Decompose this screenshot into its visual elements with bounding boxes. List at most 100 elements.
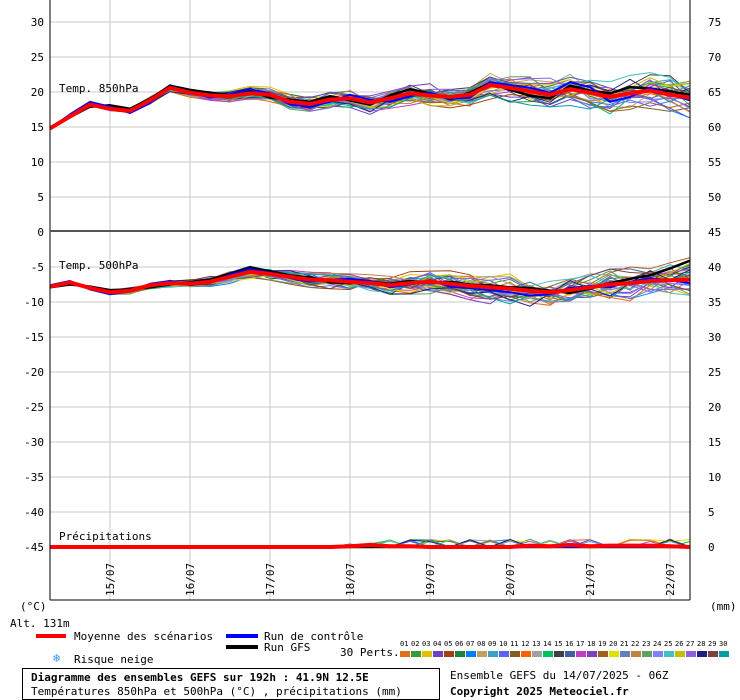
right-tick-label: 30 [708,331,721,344]
left-tick-label: -15 [24,331,44,344]
chart-grid [50,0,690,600]
left-tick-label: 0 [37,226,44,239]
pert-number: 26 [675,640,684,648]
right-axis-unit: (mm) [710,600,737,613]
legend-mean-label: Moyenne des scénarios [74,630,214,643]
legend-perts-label: 30 Perts. [340,646,400,659]
right-tick-label: 5 [708,506,715,519]
pert-swatch [543,651,553,657]
pert-swatch [675,651,685,657]
right-tick-label: 50 [708,191,721,204]
pert-number: 02 [411,640,420,648]
left-tick-label: 10 [31,156,44,169]
snowflake-icon: ❄ [53,651,61,665]
pert-swatch [609,651,619,657]
date-label: 15/07 [104,563,117,596]
pert-number: 06 [455,640,464,648]
left-tick-label: -30 [24,436,44,449]
pert-number: 01 [400,640,409,648]
main-series-lines [48,81,691,549]
pert-swatch [565,651,575,657]
pert-number: 05 [444,640,453,648]
left-axis-ticks: 30 25 20 15 10 5 0 -5 -10 -15 -20 -25 -30 -35 -40 -45 [24,16,44,554]
pert-number: 18 [587,640,596,648]
pert-swatch [455,651,465,657]
chart-title: Diagramme des ensembles GEFS sur 192h : … [31,671,369,684]
right-tick-label: 40 [708,261,721,274]
pert-swatch [411,651,421,657]
copyright: Copyright 2025 Meteociel.fr [450,685,629,698]
date-label: 20/07 [504,563,517,596]
pert-number: 07 [466,640,475,648]
date-label: 19/07 [424,563,437,596]
pert-number: 14 [543,640,552,648]
pert-number: 12 [521,640,530,648]
legend-snow-label: Risque neige [74,653,154,666]
perturbation-legend: 01 02 03 04 05 06 07 08 09 10 11 12 13 14 15 16 17 18 19 20… [400,640,730,660]
legend-control-label: Run de contrôle [264,630,364,643]
left-tick-label: -25 [24,401,44,414]
pert-number: 17 [576,640,585,648]
legend-gfs-swatch [226,645,258,649]
right-tick-label: 25 [708,366,721,379]
pert-swatch [466,651,476,657]
pert-swatch [521,651,531,657]
right-tick-label: 35 [708,296,721,309]
legend-control-swatch [226,634,258,638]
pert-swatch [664,651,674,657]
pert-swatch [477,651,487,657]
right-tick-label: 70 [708,51,721,64]
left-tick-label: -45 [24,541,44,554]
pert-number: 22 [631,640,640,648]
pert-number: 03 [422,640,431,648]
date-label: 21/07 [584,563,597,596]
pert-number: 13 [532,640,541,648]
left-tick-label: -40 [24,506,44,519]
pert-swatch [532,651,542,657]
pert-number: 28 [697,640,706,648]
pert-swatch [620,651,630,657]
right-tick-label: 20 [708,401,721,414]
pert-swatch [488,651,498,657]
legend-mean-swatch [36,634,66,638]
pert-number: 23 [642,640,651,648]
left-tick-label: 15 [31,121,44,134]
left-tick-label: -20 [24,366,44,379]
pert-number: 15 [554,640,563,648]
right-tick-label: 65 [708,86,721,99]
left-tick-label: 5 [37,191,44,204]
pert-swatch [653,651,663,657]
pert-swatch [631,651,641,657]
right-tick-label: 55 [708,156,721,169]
pert-number: 21 [620,640,629,648]
pert-swatch [587,651,597,657]
run-info: Ensemble GEFS du 14/07/2025 - 06Z [450,669,669,682]
pert-number: 24 [653,640,662,648]
mean-line [49,269,691,295]
pert-number: 30 [719,640,728,648]
right-tick-label: 75 [708,16,721,29]
date-label: 17/07 [264,563,277,596]
right-tick-label: 60 [708,121,721,134]
legend-gfs-label: Run GFS [264,641,311,654]
altitude-label: Alt. 131m [10,617,70,630]
date-label: 16/07 [184,563,197,596]
panel-label-500: Temp. 500hPa [59,259,138,272]
left-tick-label: -10 [24,296,44,309]
right-tick-label: 15 [708,436,721,449]
right-tick-label: 10 [708,471,721,484]
left-tick-label: 30 [31,16,44,29]
chart-subtitle: Températures 850hPa et 500hPa (°C) , pré… [31,685,402,698]
panel-label-850: Temp. 850hPa [59,82,138,95]
pert-swatch [697,651,707,657]
pert-swatch [708,651,718,657]
date-label: 18/07 [344,563,357,596]
pert-number: 19 [598,640,607,648]
pert-number: 08 [477,640,486,648]
pert-swatch [499,651,509,657]
date-label: 22/07 [664,563,677,596]
left-axis-unit: (°C) [20,600,47,613]
pert-swatch [598,651,608,657]
